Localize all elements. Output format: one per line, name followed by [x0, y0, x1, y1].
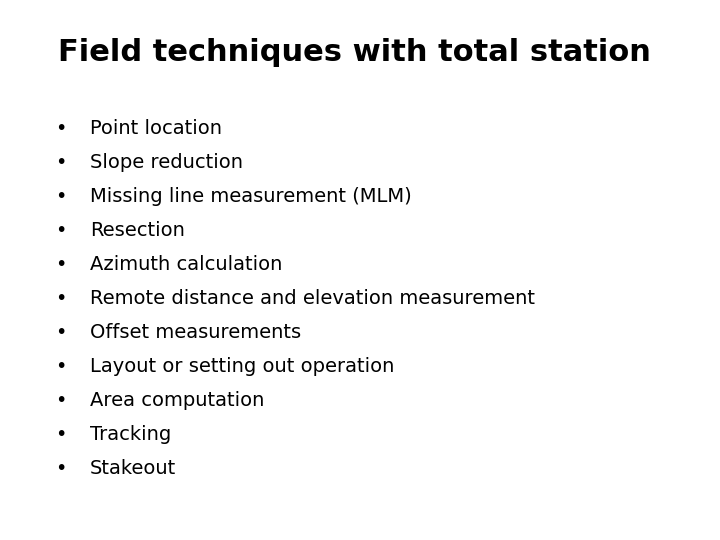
Text: Stakeout: Stakeout	[90, 459, 176, 478]
Text: •: •	[55, 289, 67, 308]
Text: •: •	[55, 357, 67, 376]
Text: Azimuth calculation: Azimuth calculation	[90, 255, 282, 274]
Text: •: •	[55, 391, 67, 410]
Text: •: •	[55, 255, 67, 274]
Text: •: •	[55, 425, 67, 444]
Text: Layout or setting out operation: Layout or setting out operation	[90, 357, 395, 376]
Text: •: •	[55, 187, 67, 206]
Text: Point location: Point location	[90, 119, 222, 138]
Text: Tracking: Tracking	[90, 425, 171, 444]
Text: •: •	[55, 323, 67, 342]
Text: Offset measurements: Offset measurements	[90, 323, 301, 342]
Text: Field techniques with total station: Field techniques with total station	[58, 38, 650, 67]
Text: •: •	[55, 459, 67, 478]
Text: •: •	[55, 221, 67, 240]
Text: Area computation: Area computation	[90, 391, 264, 410]
Text: •: •	[55, 119, 67, 138]
Text: Slope reduction: Slope reduction	[90, 153, 243, 172]
Text: Resection: Resection	[90, 221, 185, 240]
Text: Missing line measurement (MLM): Missing line measurement (MLM)	[90, 187, 412, 206]
Text: Remote distance and elevation measurement: Remote distance and elevation measuremen…	[90, 289, 535, 308]
Text: •: •	[55, 153, 67, 172]
